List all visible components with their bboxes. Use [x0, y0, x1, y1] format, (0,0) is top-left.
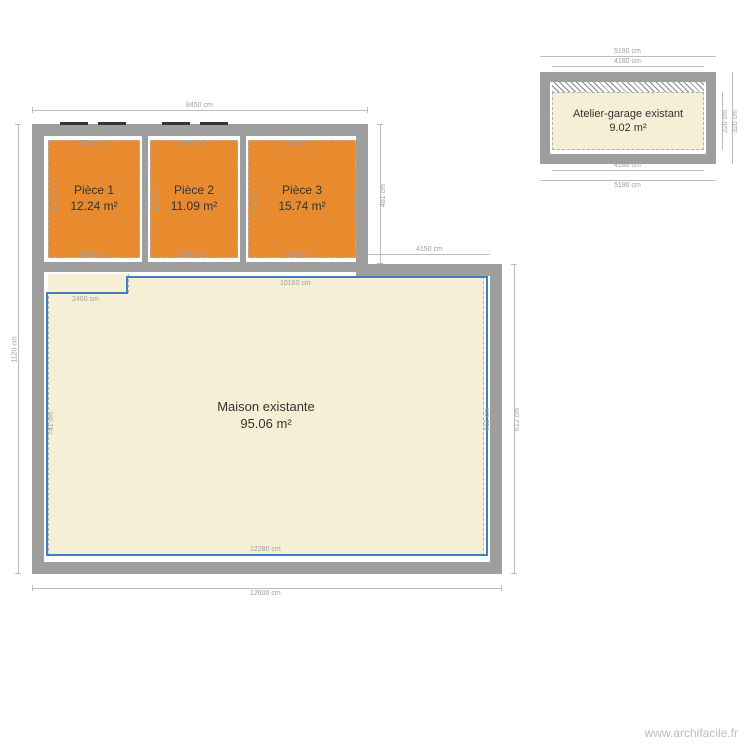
wall — [32, 124, 368, 136]
dim-label: 441 cm — [154, 188, 161, 211]
window-sill — [98, 122, 126, 125]
room-name: Pièce 2 — [171, 183, 217, 199]
dim-line — [540, 56, 716, 57]
room-maison: Maison existante 95.06 m² — [48, 276, 484, 556]
room-piece2: Pièce 2 11.09 m² — [150, 140, 238, 258]
dim-tick — [367, 107, 368, 113]
dim-tick — [511, 573, 517, 574]
dim-tick — [15, 573, 21, 574]
dim-label: 220 cm — [722, 110, 729, 133]
dim-line — [552, 170, 704, 171]
window-sill — [200, 122, 228, 125]
dim-label: 10160 cm — [280, 280, 311, 287]
room-name: Pièce 3 — [278, 183, 325, 199]
room-label: Pièce 3 15.74 m² — [278, 183, 325, 214]
blue-line — [48, 292, 128, 294]
dim-label: 612 cm — [514, 408, 521, 431]
dim-tick — [501, 585, 502, 591]
wall — [706, 72, 716, 164]
wall — [240, 136, 246, 264]
floor-plan-canvas: Pièce 1 12.24 m² Pièce 2 11.09 m² Pièce … — [0, 0, 750, 750]
window-sill — [60, 122, 88, 125]
wall — [142, 136, 148, 264]
dim-label: 5190 cm — [614, 182, 641, 189]
watermark: www.archifacile.fr — [645, 726, 738, 740]
dim-line — [32, 588, 502, 589]
dim-label: 8450 cm — [186, 102, 213, 109]
dim-label: 2040 cm — [178, 140, 205, 147]
wall — [32, 124, 44, 574]
room-piece3: Pièce 3 15.74 m² — [248, 140, 356, 258]
room-area: 11.09 m² — [171, 199, 217, 215]
dim-label: 4180 cm — [614, 58, 641, 65]
wall — [540, 72, 716, 82]
dim-line — [552, 66, 704, 67]
dim-label: 2090 cm — [78, 140, 105, 147]
room-name: Pièce 1 — [70, 183, 117, 199]
room-name: Atelier-garage existant — [573, 107, 683, 121]
wall — [490, 264, 502, 574]
room-label: Pièce 2 11.09 m² — [171, 183, 217, 214]
room-name: Maison existante — [217, 399, 315, 416]
dim-label: 481 cm — [380, 184, 387, 207]
dim-label: 612 cm — [484, 408, 491, 431]
blue-line — [48, 554, 488, 556]
dim-label: 12280 cm — [250, 546, 281, 553]
room-area: 9.02 m² — [573, 121, 683, 135]
room-area: 15.74 m² — [278, 199, 325, 215]
wall — [540, 72, 550, 164]
dim-label: 5190 cm — [614, 48, 641, 55]
dim-tick — [32, 585, 33, 591]
dim-label: 441 cm — [52, 188, 59, 211]
dim-label: 2400 cm — [72, 296, 99, 303]
dim-label: 4150 cm — [416, 246, 443, 253]
dim-label: 3063 cm — [284, 252, 311, 259]
dim-line — [540, 180, 716, 181]
room-piece1: Pièce 1 12.24 m² — [48, 140, 140, 258]
room-label: Pièce 1 12.24 m² — [70, 183, 117, 214]
cross-hatch — [552, 82, 704, 92]
dim-label: 441 cm — [354, 188, 361, 211]
wall — [32, 562, 502, 574]
dim-tick — [377, 263, 383, 264]
dim-tick — [511, 264, 517, 265]
dim-label: 12600 cm — [250, 590, 281, 597]
room-area: 12.24 m² — [70, 199, 117, 215]
dim-label: 1120 cm — [12, 336, 19, 362]
dim-label: 441 cm — [252, 188, 259, 211]
room-label: Maison existante 95.06 m² — [217, 399, 315, 433]
dim-label: 741 cm — [48, 412, 55, 435]
dim-tick — [32, 107, 33, 113]
dim-label: 2040 cm — [178, 252, 205, 259]
room-label: Atelier-garage existant 9.02 m² — [573, 107, 683, 136]
blue-line — [126, 276, 128, 294]
dim-tick — [15, 124, 21, 125]
dim-line — [32, 110, 368, 111]
maison-notch — [48, 274, 129, 293]
room-area: 95.06 m² — [217, 416, 315, 433]
blue-line — [128, 276, 488, 278]
room-atelier: Atelier-garage existant 9.02 m² — [552, 92, 704, 150]
dim-label: 3063 cm — [284, 140, 311, 147]
dim-label: 320 cm — [732, 110, 739, 133]
dim-label: 4180 cm — [614, 162, 641, 169]
dim-line — [368, 254, 490, 255]
dim-tick — [377, 124, 383, 125]
dim-label: 2090 cm — [78, 252, 105, 259]
wall — [356, 264, 502, 276]
wall — [44, 262, 360, 272]
window-sill — [162, 122, 190, 125]
